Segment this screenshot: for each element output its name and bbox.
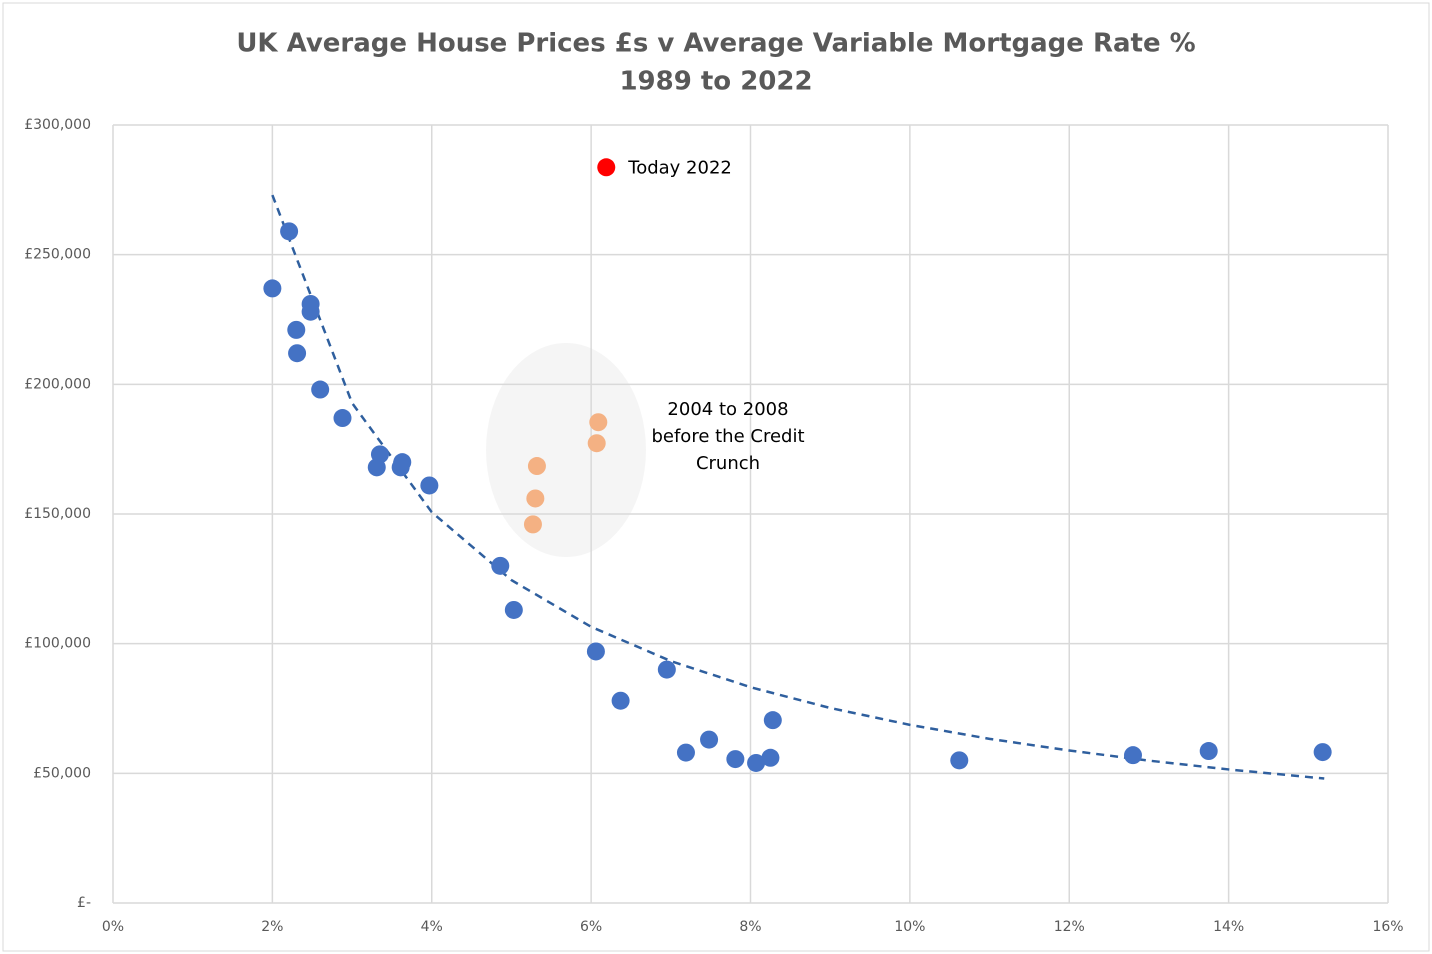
chart-title: UK Average House Prices £s v Average Var… <box>236 29 1195 59</box>
scatter-point <box>1313 743 1332 762</box>
annotation: 2004 to 2008 <box>667 399 788 420</box>
scatter-point <box>1199 742 1218 761</box>
scatter-point <box>747 753 766 772</box>
y-tick-label: £- <box>77 895 91 911</box>
x-tick-label: 0% <box>102 919 124 935</box>
scatter-point <box>1124 746 1142 765</box>
scatter-point <box>700 730 719 749</box>
y-tick-label: £150,000 <box>24 506 91 522</box>
scatter-point <box>301 302 320 321</box>
annotation: Crunch <box>696 453 760 474</box>
y-tick-label: £50,000 <box>33 765 91 781</box>
scatter-point <box>420 476 439 495</box>
y-tick-label: £100,000 <box>24 636 91 652</box>
y-tick-label: £200,000 <box>24 376 91 392</box>
y-tick-label: £250,000 <box>24 247 91 263</box>
x-tick-label: 6% <box>580 919 602 935</box>
scatter-point <box>311 380 330 399</box>
scatter-point <box>587 434 606 453</box>
y-tick-label: £300,000 <box>24 117 91 133</box>
scatter-point <box>950 751 969 770</box>
x-tick-label: 4% <box>421 919 443 935</box>
scatter-point <box>287 320 306 339</box>
scatter-point <box>527 457 546 476</box>
scatter-point <box>589 413 608 432</box>
scatter-point <box>391 458 410 477</box>
x-tick-label: 8% <box>739 919 761 935</box>
scatter-point <box>333 409 352 428</box>
scatter-point <box>761 748 780 767</box>
scatter-point <box>526 489 545 508</box>
scatter-point <box>726 750 745 769</box>
scatter-point <box>676 743 695 762</box>
scatter-point <box>288 344 307 363</box>
x-tick-label: 10% <box>894 919 925 935</box>
point-label: Today 2022 <box>627 157 732 178</box>
scatter-point <box>504 600 523 619</box>
scatter-point <box>280 222 299 241</box>
scatter-point <box>597 158 616 177</box>
scatter-point <box>263 279 282 298</box>
highlight-ellipse <box>486 343 646 557</box>
scatter-point <box>586 642 605 661</box>
chart-subtitle: 1989 to 2022 <box>619 67 812 97</box>
scatter-point <box>523 515 542 534</box>
x-tick-label: 12% <box>1054 919 1085 935</box>
x-tick-label: 2% <box>261 919 283 935</box>
x-tick-label: 14% <box>1213 919 1244 935</box>
scatter-point <box>367 458 386 477</box>
x-tick-label: 16% <box>1372 919 1403 935</box>
scatter-point <box>611 691 630 710</box>
annotation: before the Credit <box>651 426 804 447</box>
scatter-point <box>491 556 510 575</box>
scatter-point <box>657 660 676 679</box>
scatter-point <box>763 711 782 730</box>
